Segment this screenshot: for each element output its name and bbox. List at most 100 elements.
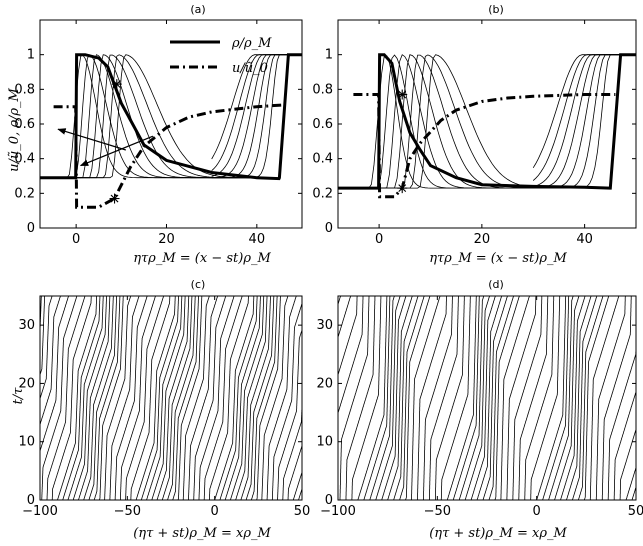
panel-d-trajectory [338,296,358,377]
panel-b: 0 20 40 0 0.2 0.4 0.6 0.8 1 [312,19,637,247]
panel-d-trajectory [619,427,636,500]
panel-d-trajectory [613,390,636,500]
panel-d-trajectory [488,296,515,500]
panel-b-ytick-label: 0.8 [312,82,333,97]
panel-c-xtick-label: −50 [114,504,141,519]
panel-b-xtick-label: 40 [576,232,593,247]
panel-d-trajectory [512,296,543,500]
panel-c-trajectory [51,296,92,500]
panel-d-ytick-label: 30 [316,318,333,333]
panel-c-trajectory [177,296,203,500]
panel-c-trajectory [250,296,278,500]
panel-c-trajectory [261,296,289,500]
panel-d-trajectory [572,296,598,500]
panel-c-trajectory [287,444,302,500]
panel-d-ytick-label: 20 [316,376,333,391]
panel-c-trajectory [104,296,132,500]
panel-a-legend-u-label: u/ũ_0 [232,61,268,76]
panel-a-ytick-label: 0 [27,221,35,236]
panel-c-trajectory [46,296,86,500]
panel-a-frame [39,19,303,229]
panel-a: 0 20 40 0 0.2 0.4 0.6 0.8 1 ρ/ρ_M u/ũ_0 [14,19,303,247]
panel-d-trajectory [607,327,636,500]
panel-c-trajectory [135,296,176,500]
panel-a-star-marker [111,79,122,90]
panel-c-trajectory [140,296,179,500]
panel-d-frame [337,295,637,501]
panel-c-trajectory [130,296,171,500]
panel-d-trajectory [338,296,364,415]
panel-c-trajectory [340,294,367,500]
panel-c-trajectory [230,296,265,500]
panel-c-trajectory [83,296,114,500]
panel-c-ytick-label: 20 [18,376,35,391]
panel-c-trajectory [40,296,70,453]
panel-b-xtick-label: 0 [375,232,383,247]
panel-d-trajectory [464,296,491,500]
panel-a-xtick-label: 20 [158,232,175,247]
panel-c-xtick-label: 0 [211,504,219,519]
panel-c-trajectory [167,296,196,500]
panel-d-xtick-label: 0 [533,504,541,519]
panel-d-trajectory [458,296,485,500]
panel-b-ytick-label: 0.4 [312,152,333,167]
panel-d-trajectory [452,296,480,500]
panel-c-trajectory [240,296,271,500]
panel-c-trajectory [146,296,183,500]
panel-c-ytick-label: 10 [18,435,35,450]
panel-c-trajectory [245,296,275,500]
panel-d-trajectory [536,296,567,500]
panel-c-trajectory [40,296,46,377]
panel-c-trajectory [78,296,111,500]
panel-d-trajectory [399,296,425,500]
panel-c-trajectory [156,296,190,500]
panel-d-xtick-label: −50 [424,504,451,519]
panel-d-trajectory [482,296,508,500]
panel-c: −100 −50 0 50 0 10 20 30 [18,294,367,519]
panel-c-trajectory [172,296,199,500]
panel-d-trajectory [494,296,520,500]
panel-d-trajectory [554,296,580,500]
panel-d-trajectory [506,296,537,500]
panel-a-ylabel: u/ũ_0, ρ/ρ_M [7,87,22,171]
panel-b-plot-area [338,53,636,199]
panel-a-plot-area [40,53,302,209]
panel-c-ytick-label: 0 [27,493,35,508]
panel-b-thin-rise [533,54,636,189]
panel-a-legend-rho-label: ρ/ρ_M [231,36,272,51]
panel-c-trajectory [72,296,107,500]
panel-b-ytick-label: 0 [325,221,333,236]
panel-c-trajectory [93,296,121,500]
panel-a-series-u [53,103,284,209]
panel-a-ytick-label: 0.6 [14,117,35,132]
panel-a-xtick-label: 40 [249,232,266,247]
panel-c-trajectory [182,296,210,500]
panel-b-xlabel: ητρ_M = (x − st)ρ_M [429,251,567,266]
panel-d-trajectory [381,296,407,500]
panel-d-trajectory [470,296,496,500]
panel-c-trajectory [198,296,235,500]
panel-a-ytick-label: 1 [27,48,35,63]
panel-b-ytick-label: 1 [325,48,333,63]
panel-c-ylabel: t/τ [11,387,26,405]
panel-c-trajectory [99,296,124,500]
panel-d-trajectory [369,296,395,500]
panel-d-trajectory [560,296,586,500]
panel-a-thin-profile [67,54,257,179]
panel-b-frame [337,19,637,229]
panel-a-ytick-label: 0.4 [14,152,35,167]
panel-c-trajectory [114,296,148,500]
panel-c-trajectory [203,296,243,500]
panel-c-trajectory [67,296,104,500]
panel-c-trajectory [41,296,78,500]
panel-d-trajectory [476,296,503,500]
panel-a-ytick-label: 0.2 [14,186,35,201]
panel-d-trajectory [446,296,477,500]
panel-c-trajectory [282,393,302,500]
panel-d-ytick-label: 0 [325,493,333,508]
panel-c-trajectory [161,296,193,500]
panel-c-xtick-label: 50 [294,504,311,519]
panel-b-thin-rise [533,54,636,189]
panel-c-trajectory [193,296,227,500]
